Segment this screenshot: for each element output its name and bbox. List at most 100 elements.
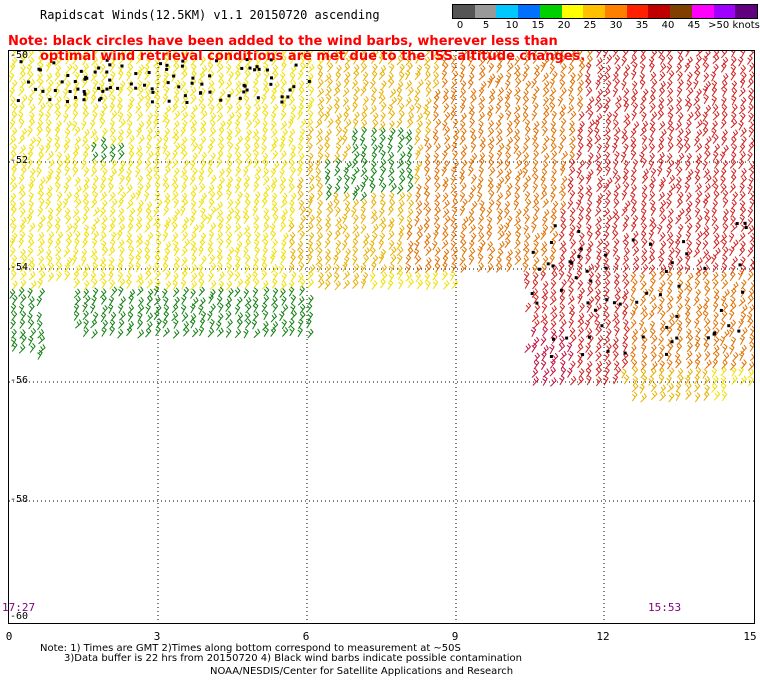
- wind-barb: [541, 118, 548, 129]
- wind-barb: [666, 51, 672, 57]
- wind-barb: [694, 341, 701, 352]
- wind-barb: [459, 174, 465, 185]
- wind-barb: [20, 166, 27, 177]
- wind-barb: [38, 344, 46, 354]
- wind-barb: [324, 158, 331, 169]
- wind-barb: [370, 182, 376, 194]
- wind-barb: [315, 159, 321, 171]
- wind-barb: [523, 271, 530, 281]
- wind-barb: [218, 168, 225, 179]
- wind-barb: [74, 176, 81, 187]
- wind-barb: [722, 197, 729, 208]
- wind-barb: [630, 175, 637, 186]
- wind-barb: [10, 200, 17, 211]
- wind-barb: [513, 200, 520, 211]
- wind-barb: [297, 143, 304, 154]
- wind-barb: [406, 208, 414, 219]
- wind-barb: [9, 216, 16, 227]
- wind-barb: [297, 247, 304, 258]
- wind-barb: [288, 96, 295, 106]
- wind-barb: [632, 102, 639, 113]
- wind-barb: [568, 120, 575, 131]
- wind-barb: [675, 96, 683, 107]
- wind-barb: [281, 61, 287, 72]
- wind-barb: [219, 89, 226, 99]
- wind-barb: [146, 295, 153, 306]
- wind-barb: [371, 254, 379, 265]
- wind-barb: [543, 135, 550, 146]
- wind-barb: [181, 198, 189, 209]
- wind-barb: [722, 343, 728, 354]
- wind-barb: [117, 197, 124, 208]
- wind-barb: [154, 191, 161, 202]
- wind-barb: [684, 296, 691, 307]
- wind-barb: [190, 264, 198, 274]
- flag-marker: [108, 63, 112, 67]
- wind-barb: [45, 72, 53, 82]
- flag-marker: [85, 76, 89, 80]
- wind-barb: [234, 262, 241, 273]
- wind-barb: [109, 127, 116, 138]
- wind-barb: [73, 303, 80, 314]
- wind-barb: [560, 118, 567, 128]
- wind-barb: [611, 142, 618, 153]
- wind-barb: [11, 254, 18, 265]
- flag-marker: [618, 302, 622, 306]
- wind-barb: [542, 72, 549, 82]
- wind-barb: [614, 294, 621, 304]
- wind-barb: [180, 103, 188, 113]
- wind-barb: [64, 157, 71, 168]
- wind-barb: [352, 263, 360, 274]
- wind-barb: [721, 238, 728, 250]
- wind-barb: [272, 161, 280, 171]
- wind-barb: [171, 51, 178, 57]
- wind-barb: [721, 310, 728, 321]
- flag-marker: [150, 100, 154, 104]
- wind-barb: [352, 246, 359, 257]
- wind-barb: [245, 119, 253, 130]
- wind-barb: [155, 231, 162, 242]
- wind-barb: [119, 296, 127, 306]
- wind-barb: [189, 318, 196, 329]
- flag-marker: [706, 336, 710, 340]
- wind-barb: [478, 152, 486, 162]
- wind-barb: [261, 144, 267, 155]
- wind-barb: [308, 192, 315, 203]
- wind-barb: [551, 110, 557, 121]
- wind-barb: [749, 51, 754, 57]
- wind-barb: [612, 51, 619, 58]
- wind-barb: [252, 271, 258, 282]
- wind-barb: [279, 184, 286, 194]
- wind-barb: [216, 190, 223, 201]
- wind-barb: [171, 103, 179, 113]
- wind-barb: [738, 232, 746, 242]
- wind-barb: [39, 197, 45, 208]
- wind-barb: [542, 319, 549, 330]
- wind-barb: [560, 134, 567, 145]
- wind-barb: [182, 159, 190, 170]
- wind-barb: [126, 278, 132, 289]
- wind-barb: [72, 101, 79, 112]
- wind-barb: [711, 95, 717, 106]
- wind-barb: [270, 167, 277, 178]
- wind-barb: [650, 334, 658, 345]
- legend-labels: 0 5 10 15 20 25 30 35 40 45 >50 knots: [452, 19, 760, 33]
- wind-barb: [470, 232, 477, 243]
- wind-barb: [666, 87, 674, 98]
- wind-barb: [712, 358, 719, 369]
- wind-barb: [207, 80, 215, 90]
- wind-barb: [594, 207, 602, 217]
- wind-barb: [693, 248, 701, 258]
- wind-barb: [252, 129, 259, 139]
- wind-barb: [738, 297, 746, 307]
- wind-barb: [342, 240, 348, 251]
- wind-barb: [209, 190, 216, 201]
- wind-barb: [569, 360, 576, 371]
- wind-barb: [649, 271, 657, 281]
- flag-marker: [612, 301, 616, 305]
- wind-barb: [740, 96, 747, 107]
- wind-barb: [99, 110, 105, 121]
- wind-barb: [728, 310, 735, 321]
- wind-barb: [710, 71, 717, 82]
- wind-barb: [181, 264, 189, 275]
